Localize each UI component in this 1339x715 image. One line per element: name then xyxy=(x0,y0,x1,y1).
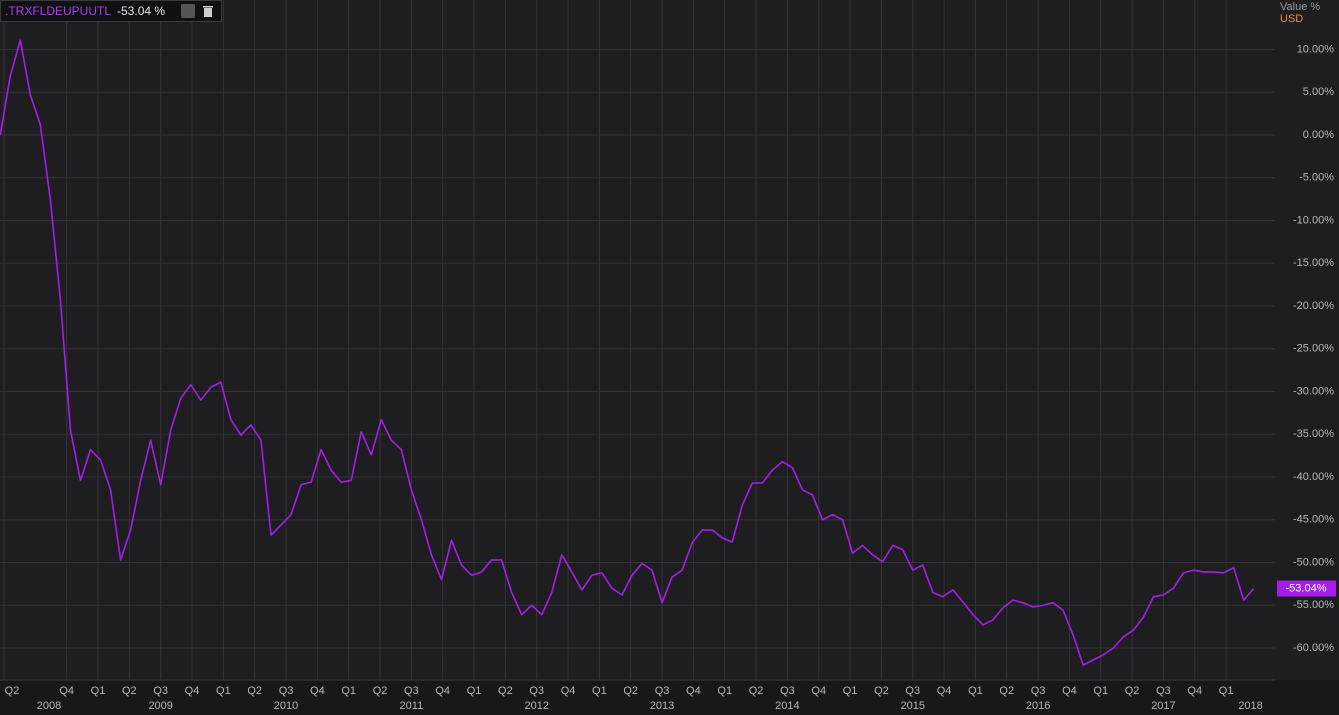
x-tick-label: Q2 xyxy=(1125,685,1140,697)
x-tick-label: Q4 xyxy=(937,685,952,697)
x-tick-label: Q2 xyxy=(5,685,20,697)
x-tick-label: Q1 xyxy=(592,685,607,697)
y-tick-label: -60.00% xyxy=(1293,642,1334,654)
year-label: 2014 xyxy=(775,700,799,712)
x-tick-label: Q4 xyxy=(811,685,826,697)
y-tick-label: 10.00% xyxy=(1297,43,1335,55)
x-tick-label: Q3 xyxy=(404,685,419,697)
x-tick-label: Q1 xyxy=(968,685,983,697)
x-tick-label: Q1 xyxy=(1219,685,1234,697)
x-tick-label: Q2 xyxy=(373,685,388,697)
x-tick-label: Q4 xyxy=(1187,685,1202,697)
x-tick-label: Q2 xyxy=(874,685,889,697)
x-tick-label: Q4 xyxy=(686,685,701,697)
x-tick-label: Q3 xyxy=(153,685,168,697)
x-tick-label: Q2 xyxy=(122,685,137,697)
x-tick-label: Q4 xyxy=(1062,685,1077,697)
legend-name: .TRXFLDEUPUUTL xyxy=(5,4,112,18)
y-tick-label: -55.00% xyxy=(1293,599,1334,611)
delete-icon[interactable] xyxy=(201,4,215,18)
y-tick-label: -15.00% xyxy=(1293,257,1334,269)
x-tick-label: Q3 xyxy=(1031,685,1046,697)
year-label: 2011 xyxy=(400,700,424,712)
year-label: 2009 xyxy=(148,700,172,712)
x-tick-label: Q2 xyxy=(999,685,1014,697)
x-tick-label: Q2 xyxy=(498,685,513,697)
y-tick-label: 0.00% xyxy=(1303,129,1334,141)
x-tick-label: Q4 xyxy=(561,685,576,697)
y-tick-label: -30.00% xyxy=(1293,385,1334,397)
dropdown-button[interactable] xyxy=(181,4,196,18)
y-tick-label: 5.00% xyxy=(1303,86,1334,98)
x-tick-label: Q3 xyxy=(905,685,920,697)
x-tick-label: Q2 xyxy=(623,685,638,697)
y-tick-label: -45.00% xyxy=(1293,514,1334,526)
year-label: 2017 xyxy=(1151,700,1175,712)
year-label: 2016 xyxy=(1026,700,1050,712)
year-label: 2018 xyxy=(1238,700,1262,712)
year-label: 2015 xyxy=(901,700,925,712)
y-tick-label: -10.00% xyxy=(1293,214,1334,226)
legend-box: .TRXFLDEUPUUTL -53.04 % xyxy=(0,0,222,22)
y-axis-label: Value % xyxy=(1280,1,1320,13)
y-tick-label: -35.00% xyxy=(1293,428,1334,440)
currency-label: USD xyxy=(1280,13,1303,25)
x-tick-label: Q3 xyxy=(279,685,294,697)
x-tick-label: Q1 xyxy=(216,685,231,697)
x-tick-label: Q1 xyxy=(717,685,732,697)
x-tick-label: Q2 xyxy=(247,685,262,697)
y-tick-label: -50.00% xyxy=(1293,556,1334,568)
x-tick-label: Q1 xyxy=(467,685,482,697)
x-tick-label: Q1 xyxy=(843,685,858,697)
legend-value: -53.04 % xyxy=(117,4,166,18)
year-label: 2008 xyxy=(37,700,61,712)
last-value-tag xyxy=(1277,580,1336,597)
x-tick-label: Q2 xyxy=(749,685,764,697)
x-tick-label: Q3 xyxy=(780,685,795,697)
x-tick-label: Q3 xyxy=(529,685,544,697)
x-tick-label: Q1 xyxy=(341,685,356,697)
y-tick-label: -5.00% xyxy=(1299,172,1334,184)
x-tick-label: Q4 xyxy=(435,685,450,697)
x-tick-label: Q3 xyxy=(1156,685,1171,697)
y-tick-label: -25.00% xyxy=(1293,343,1334,355)
x-tick-label: Q1 xyxy=(1093,685,1108,697)
x-tick-label: Q4 xyxy=(59,685,74,697)
y-tick-label: -20.00% xyxy=(1293,300,1334,312)
year-label: 2012 xyxy=(524,700,548,712)
y-tick-label: -40.00% xyxy=(1293,471,1334,483)
last-value-label: -53.04% xyxy=(1286,582,1327,594)
year-label: 2013 xyxy=(650,700,674,712)
x-tick-label: Q4 xyxy=(185,685,200,697)
x-tick-label: Q3 xyxy=(655,685,670,697)
line-series xyxy=(0,39,1255,666)
x-tick-label: Q4 xyxy=(310,685,325,697)
date-band xyxy=(0,680,1339,715)
year-label: 2010 xyxy=(274,700,298,712)
x-tick-label: Q1 xyxy=(91,685,106,697)
